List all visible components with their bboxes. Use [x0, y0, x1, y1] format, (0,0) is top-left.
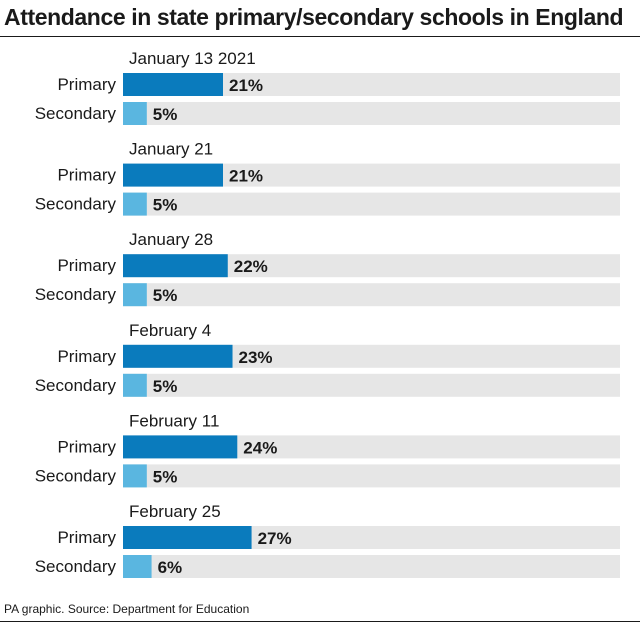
- category-label: Primary: [57, 347, 116, 366]
- category-label: Primary: [57, 256, 116, 275]
- bar-track: [123, 73, 620, 96]
- bar-track: [123, 344, 620, 368]
- bar-track: [123, 464, 620, 488]
- secondary-bar: [123, 102, 147, 125]
- group-label: January 21: [129, 140, 213, 159]
- category-label: Secondary: [35, 557, 117, 576]
- bar-track: [123, 435, 620, 459]
- secondary-bar: [123, 192, 147, 216]
- primary-bar: [123, 254, 228, 278]
- category-label: Primary: [57, 75, 116, 94]
- category-label: Primary: [57, 437, 116, 456]
- group-label: January 28: [129, 230, 213, 249]
- secondary-bar: [123, 373, 147, 397]
- category-label: Secondary: [35, 195, 117, 214]
- secondary-bar: [123, 283, 147, 307]
- category-label: Secondary: [35, 376, 117, 395]
- primary-bar: [123, 435, 238, 459]
- data-label: 6%: [158, 558, 183, 577]
- data-label: 21%: [229, 76, 263, 95]
- title-rule: [0, 36, 640, 37]
- primary-bar: [123, 526, 252, 549]
- group-label: February 4: [129, 321, 211, 340]
- data-label: 21%: [229, 167, 263, 186]
- group-label: February 25: [129, 502, 221, 521]
- footer-rule: [0, 621, 640, 622]
- category-label: Secondary: [35, 466, 117, 485]
- secondary-bar: [123, 555, 152, 578]
- bar-track: [123, 163, 620, 187]
- primary-bar: [123, 344, 233, 368]
- primary-bar: [123, 73, 223, 96]
- bar-track: [123, 192, 620, 216]
- category-label: Primary: [57, 166, 116, 185]
- data-label: 22%: [234, 257, 268, 276]
- data-label: 5%: [153, 467, 178, 486]
- data-label: 24%: [243, 438, 277, 457]
- bar-track: [123, 555, 620, 578]
- category-label: Primary: [57, 528, 116, 547]
- bar-track: [123, 373, 620, 397]
- chart-title: Attendance in state primary/secondary sc…: [4, 4, 624, 30]
- bar-track: [123, 254, 620, 278]
- bar-chart: January 13 2021 Primary 21% Secondary 5% Janu…: [35, 49, 620, 578]
- category-label: Secondary: [35, 285, 117, 304]
- category-label: Secondary: [35, 104, 117, 123]
- data-label: 5%: [153, 286, 178, 305]
- group-label: February 11: [129, 411, 219, 430]
- group-label: January 13 2021: [129, 49, 256, 68]
- data-label: 27%: [258, 529, 292, 548]
- data-label: 5%: [153, 196, 178, 215]
- primary-bar: [123, 163, 223, 187]
- bar-track: [123, 102, 620, 125]
- data-label: 23%: [239, 348, 273, 367]
- data-label: 5%: [153, 377, 178, 396]
- source-footer: PA graphic. Source: Department for Educa…: [4, 602, 250, 616]
- data-label: 5%: [153, 105, 178, 124]
- secondary-bar: [123, 464, 147, 488]
- bar-track: [123, 283, 620, 307]
